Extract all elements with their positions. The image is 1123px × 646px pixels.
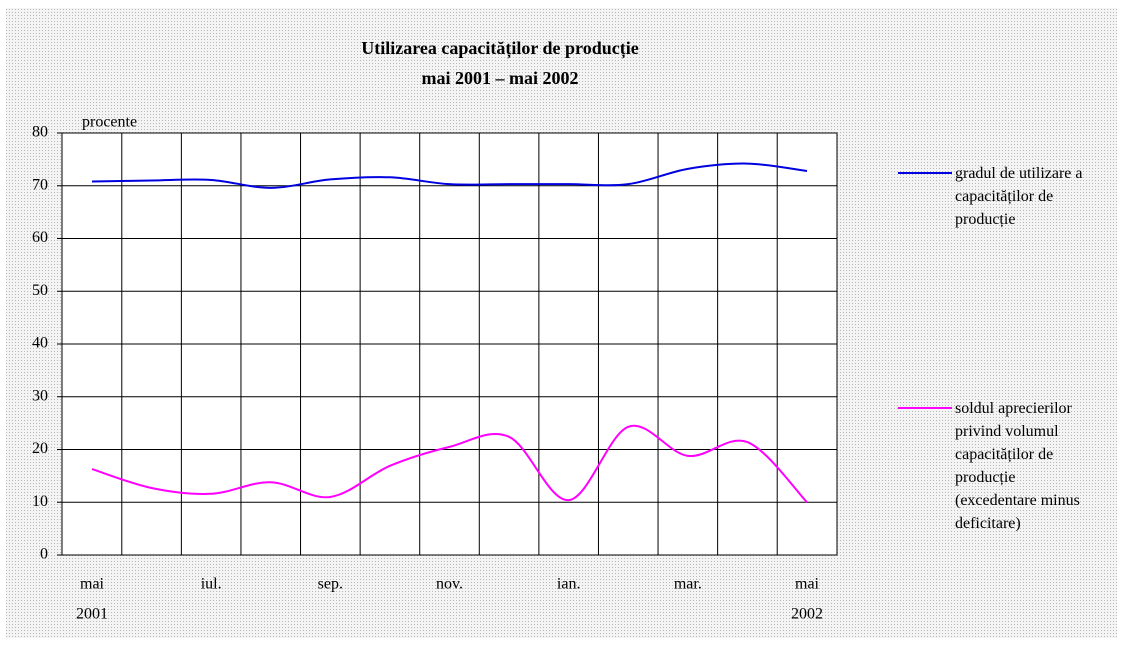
y-axis-label: procente <box>82 114 137 131</box>
y-tick-label: 80 <box>32 124 48 141</box>
y-tick-label: 10 <box>32 493 48 510</box>
y-tick-label: 30 <box>32 387 48 404</box>
x-tick-label: 2002 <box>791 606 823 623</box>
x-tick-label: sep. <box>318 576 343 593</box>
chart-subtitle: mai 2001 – mai 2002 <box>422 68 579 88</box>
x-tick-label: iul. <box>201 576 222 593</box>
y-tick-label: 50 <box>32 282 48 299</box>
legend-label: soldul aprecierilor privind volumul capa… <box>955 400 1080 532</box>
y-tick-label: 40 <box>32 335 48 352</box>
series-line <box>91 424 808 503</box>
x-tick-label: mai <box>80 576 105 593</box>
x-tick-label: mai <box>795 576 820 593</box>
x-tick-label: ian. <box>557 576 581 593</box>
y-tick-label: 60 <box>32 229 48 246</box>
x-tick-label: mar. <box>674 576 702 593</box>
chart-title: Utilizarea capacităților de producție <box>361 38 638 59</box>
legend-label: gradul de utilizare a capacităților de p… <box>955 165 1083 228</box>
x-tick-label: nov. <box>436 576 463 593</box>
x-tick-label: 2001 <box>76 606 108 623</box>
series-line <box>91 162 808 189</box>
y-tick-label: 20 <box>32 440 48 457</box>
y-tick-label: 0 <box>40 546 48 563</box>
y-tick-label: 70 <box>32 176 48 193</box>
